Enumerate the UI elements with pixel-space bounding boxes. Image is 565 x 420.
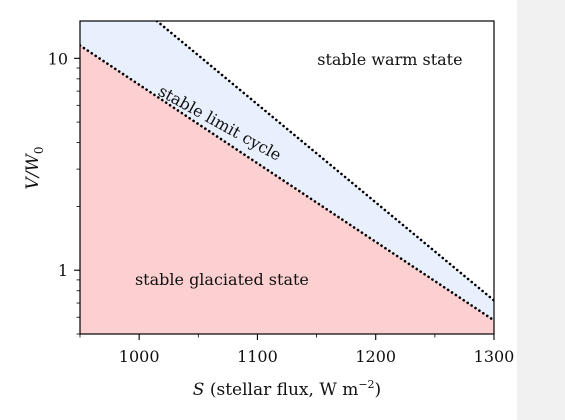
x-axis-symbol: S (193, 380, 205, 400)
x-axis-close: ) (375, 380, 382, 400)
y-axis-symbol: V/W (23, 153, 43, 190)
x-tick-label-1200: 1200 (355, 347, 396, 366)
x-tick-label-1000: 1000 (119, 347, 160, 366)
x-tick-label-1100: 1100 (237, 347, 278, 366)
y-tick-label-10: 10 (48, 49, 68, 68)
tick-labels-group: 1000 1100 1200 1300 1 10 (48, 49, 515, 366)
x-axis-exponent: −2 (358, 378, 374, 391)
plot-frame (79, 20, 495, 335)
ticks-group (74, 57, 495, 340)
right-margin-strip (517, 0, 565, 420)
region-label-0: stable glaciated state (135, 270, 309, 289)
x-tick-label-1300: 1300 (474, 347, 515, 366)
region-limit-cycle (80, 21, 494, 321)
x-axis-text: (stellar flux, W m (204, 380, 358, 400)
boundaries-group (80, 21, 494, 322)
regions-group (80, 21, 494, 334)
x-axis-label: S (stellar flux, W m−2) (193, 378, 381, 400)
y-axis-label: V/W0 (23, 146, 46, 189)
region-label-2: stable warm state (317, 50, 462, 69)
y-tick-label-1: 1 (58, 261, 68, 280)
boundary-lower (80, 44, 494, 322)
y-axis-subscript: 0 (32, 146, 46, 154)
region-glaciated-state (80, 45, 494, 334)
